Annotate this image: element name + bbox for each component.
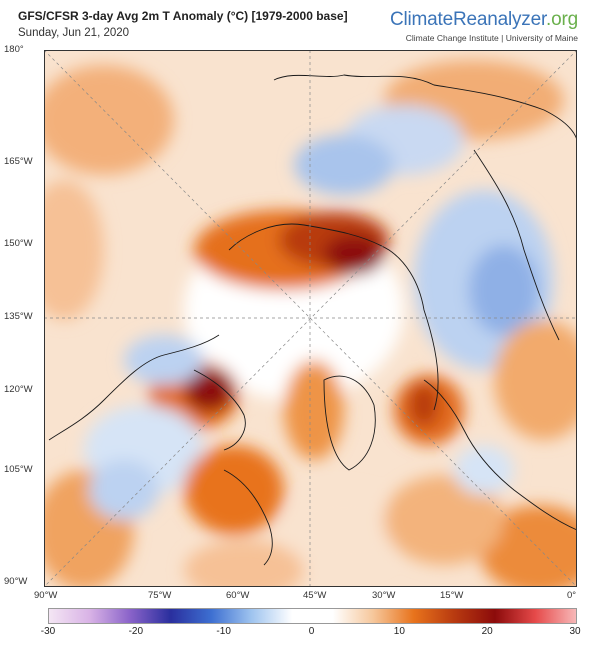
bottom-axis-label: 75°W xyxy=(148,590,172,601)
map-title: GFS/CFSR 3-day Avg 2m T Anomaly (°C) [19… xyxy=(18,9,348,23)
logo-part-org: .org xyxy=(546,9,578,30)
colorbar-tick-label: -10 xyxy=(216,626,231,637)
logo-part-climate: Climate xyxy=(389,9,453,30)
map-date: Sunday, Jun 21, 2020 xyxy=(18,27,130,39)
logo-part-reanalyzer: Reanalyzer xyxy=(452,9,547,30)
left-axis-label: 165°W xyxy=(4,156,33,167)
left-axis-label: 180° xyxy=(4,44,24,55)
left-axis-label: 120°W xyxy=(4,384,33,395)
coast-greenland xyxy=(323,375,376,471)
coast-north-america xyxy=(48,334,220,441)
coastlines xyxy=(48,74,577,566)
bottom-axis-label: 0° xyxy=(567,590,577,601)
climate-reanalyzer-logo[interactable]: ClimateReanalyzer.org xyxy=(390,9,578,31)
colorbar-tick-label: -30 xyxy=(40,626,56,637)
map-frame xyxy=(44,50,577,587)
bottom-axis-label: 90°W xyxy=(34,590,58,601)
anomaly-field xyxy=(44,60,577,587)
coast-labrador xyxy=(223,469,273,566)
coast-asia-arctic xyxy=(228,223,439,411)
colorbar-tick-label: 30 xyxy=(569,626,581,637)
colorbar-gradient xyxy=(49,609,576,623)
colorbar-tick-label: -20 xyxy=(128,626,144,637)
anomaly-map xyxy=(44,50,577,587)
graticule xyxy=(44,50,577,587)
bottom-axis-label: 45°W xyxy=(303,590,327,601)
bottom-axis-label: 15°W xyxy=(440,590,464,601)
coast-europe xyxy=(423,379,577,531)
colorbar-tick-label: 20 xyxy=(481,626,493,637)
bottom-axis-label: 60°W xyxy=(226,590,250,601)
left-axis-label: 105°W xyxy=(4,464,33,475)
coast-siberia xyxy=(273,74,577,141)
colorbar-tick-label: 10 xyxy=(393,626,405,637)
institute-credit: Climate Change Institute | University of… xyxy=(405,33,578,43)
left-axis-label: 150°W xyxy=(4,238,33,249)
colorbar xyxy=(48,608,577,624)
colorbar-tick-label: 0 xyxy=(308,626,315,637)
left-axis-label: 135°W xyxy=(4,311,33,322)
coast-russia-east xyxy=(473,149,560,341)
left-axis-label: 90°W xyxy=(4,576,28,587)
bottom-axis-label: 30°W xyxy=(372,590,396,601)
coast-hudson xyxy=(193,369,246,451)
